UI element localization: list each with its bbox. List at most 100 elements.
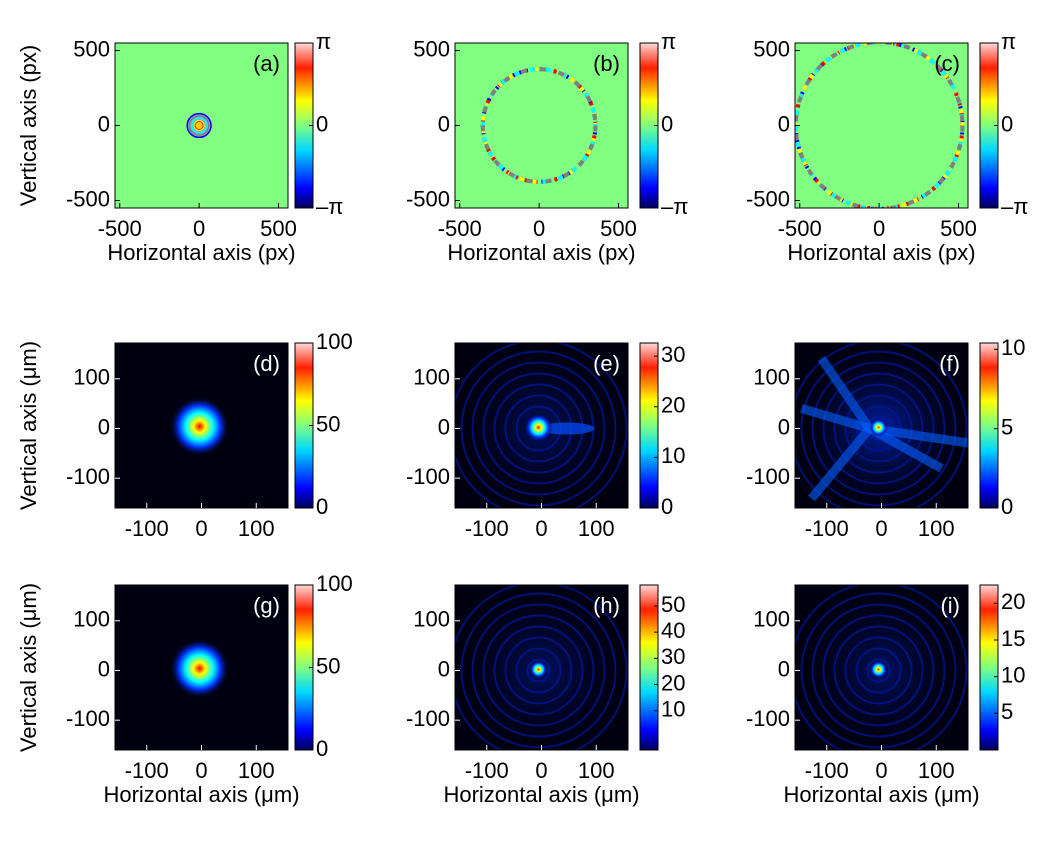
y-tick-label: -100 xyxy=(746,464,790,489)
x-tick-label: -100 xyxy=(805,516,849,541)
colorbar-tick-label: –π xyxy=(316,194,343,219)
heatmap-image xyxy=(795,585,968,750)
y-tick-label: -100 xyxy=(66,464,110,489)
x-tick-label: 0 xyxy=(535,758,547,783)
colorbar-tick-label: 50 xyxy=(316,653,340,678)
x-tick-label: 100 xyxy=(238,758,275,783)
colorbar-tick-label: 10 xyxy=(1001,662,1025,687)
intensity-ring xyxy=(795,343,968,508)
y-tick-label: 0 xyxy=(98,111,110,136)
panel-label: (i) xyxy=(940,593,960,618)
y-tick-label: -100 xyxy=(66,706,110,731)
y-tick-label: 100 xyxy=(753,607,790,632)
colorbar xyxy=(639,342,659,509)
colorbar-tick-label: 0 xyxy=(1001,494,1013,519)
x-tick-label: -100 xyxy=(125,758,169,783)
panel-label: (c) xyxy=(934,51,960,76)
y-tick-label: 100 xyxy=(73,365,110,390)
intensity-ring xyxy=(471,603,606,738)
heatmap-image xyxy=(115,585,288,750)
heatmap-image xyxy=(795,343,968,508)
y-tick-label: 500 xyxy=(753,36,790,61)
intensity-ring xyxy=(504,636,573,705)
heatmap-image xyxy=(455,585,628,750)
y-tick-label: 0 xyxy=(438,111,450,136)
intensity-ray xyxy=(817,355,874,432)
x-tick-label: 500 xyxy=(600,216,637,241)
colorbar xyxy=(979,342,999,509)
colorbar-tick-label: 20 xyxy=(1001,589,1025,614)
intensity-ring xyxy=(795,585,968,750)
x-tick-label: 100 xyxy=(918,516,955,541)
x-axis-label: Horizontal axis (px) xyxy=(447,240,635,265)
intensity-ring xyxy=(515,647,562,694)
y-tick-label: 100 xyxy=(73,607,110,632)
x-tick-label: 100 xyxy=(238,516,275,541)
colorbar-tick-label: 15 xyxy=(1001,626,1025,651)
y-tick-label: -500 xyxy=(406,186,450,211)
colorbar-tick-label: 0 xyxy=(316,111,328,136)
intensity-ray xyxy=(808,425,873,502)
phase-ring xyxy=(480,67,598,184)
y-tick-label: 0 xyxy=(778,111,790,136)
colorbar-tick-label: 5 xyxy=(1001,699,1013,724)
y-axis-label: Vertical axis (μm) xyxy=(16,341,41,510)
panel-label: (f) xyxy=(939,351,960,376)
intensity-ring xyxy=(460,592,617,749)
colorbar-tick-label: 0 xyxy=(661,494,673,519)
intensity-peak xyxy=(869,418,888,437)
heatmap-image xyxy=(795,43,968,208)
y-tick-label: 100 xyxy=(753,365,790,390)
y-tick-label: 100 xyxy=(413,365,450,390)
x-tick-label: -100 xyxy=(465,516,509,541)
colorbar-tick-label: 20 xyxy=(661,670,685,695)
y-tick-label: -100 xyxy=(746,706,790,731)
colorbar-tick-label: 0 xyxy=(316,494,328,519)
intensity-ring xyxy=(471,361,606,496)
x-tick-label: -500 xyxy=(438,216,482,241)
colorbar-tick-label: 30 xyxy=(661,342,685,367)
x-tick-label: -100 xyxy=(465,758,509,783)
y-axis-label: Vertical axis (μm) xyxy=(16,583,41,752)
colorbar-tick-label: 10 xyxy=(1001,335,1025,360)
colorbar-tick-label: π xyxy=(1001,29,1016,54)
colorbar-tick-label: 100 xyxy=(316,329,353,354)
x-tick-label: 100 xyxy=(578,758,615,783)
heatmap-image xyxy=(115,343,288,508)
x-tick-label: 0 xyxy=(535,516,547,541)
y-tick-label: 0 xyxy=(98,656,110,681)
heatmap-image xyxy=(115,43,288,208)
colorbar xyxy=(979,584,999,751)
y-tick-label: 0 xyxy=(778,656,790,681)
x-tick-label: 100 xyxy=(578,516,615,541)
intensity-ring xyxy=(811,361,946,496)
y-tick-label: 500 xyxy=(413,36,450,61)
y-tick-label: 500 xyxy=(73,36,110,61)
intensity-ring xyxy=(844,394,913,463)
panel-label: (d) xyxy=(253,351,280,376)
colorbar-tick-label: 50 xyxy=(316,411,340,436)
panel-label: (a) xyxy=(253,51,280,76)
x-axis-label: Horizontal axis (px) xyxy=(787,240,975,265)
intensity-ring xyxy=(822,372,935,485)
intensity-peak xyxy=(869,660,888,679)
intensity-peak xyxy=(169,396,230,457)
colorbar-tick-label: 0 xyxy=(316,736,328,761)
intensity-peak xyxy=(169,638,230,699)
x-tick-label: 100 xyxy=(918,758,955,783)
y-tick-label: 0 xyxy=(438,414,450,439)
intensity-ring xyxy=(455,585,628,750)
y-tick-label: -100 xyxy=(406,706,450,731)
x-tick-label: 0 xyxy=(195,516,207,541)
x-axis-label: Horizontal axis (μm) xyxy=(443,782,639,807)
colorbar-tick-label: 0 xyxy=(661,111,673,136)
intensity-peak xyxy=(529,660,548,679)
colorbar-tick-label: –π xyxy=(661,194,688,219)
colorbar-tick-label: 30 xyxy=(661,644,685,669)
y-tick-label: -500 xyxy=(746,186,790,211)
intensity-ring xyxy=(833,625,924,716)
colorbar-tick-label: 20 xyxy=(661,393,685,418)
colorbar-tick-label: 40 xyxy=(661,618,685,643)
colorbar-tick-label: –π xyxy=(1001,194,1028,219)
